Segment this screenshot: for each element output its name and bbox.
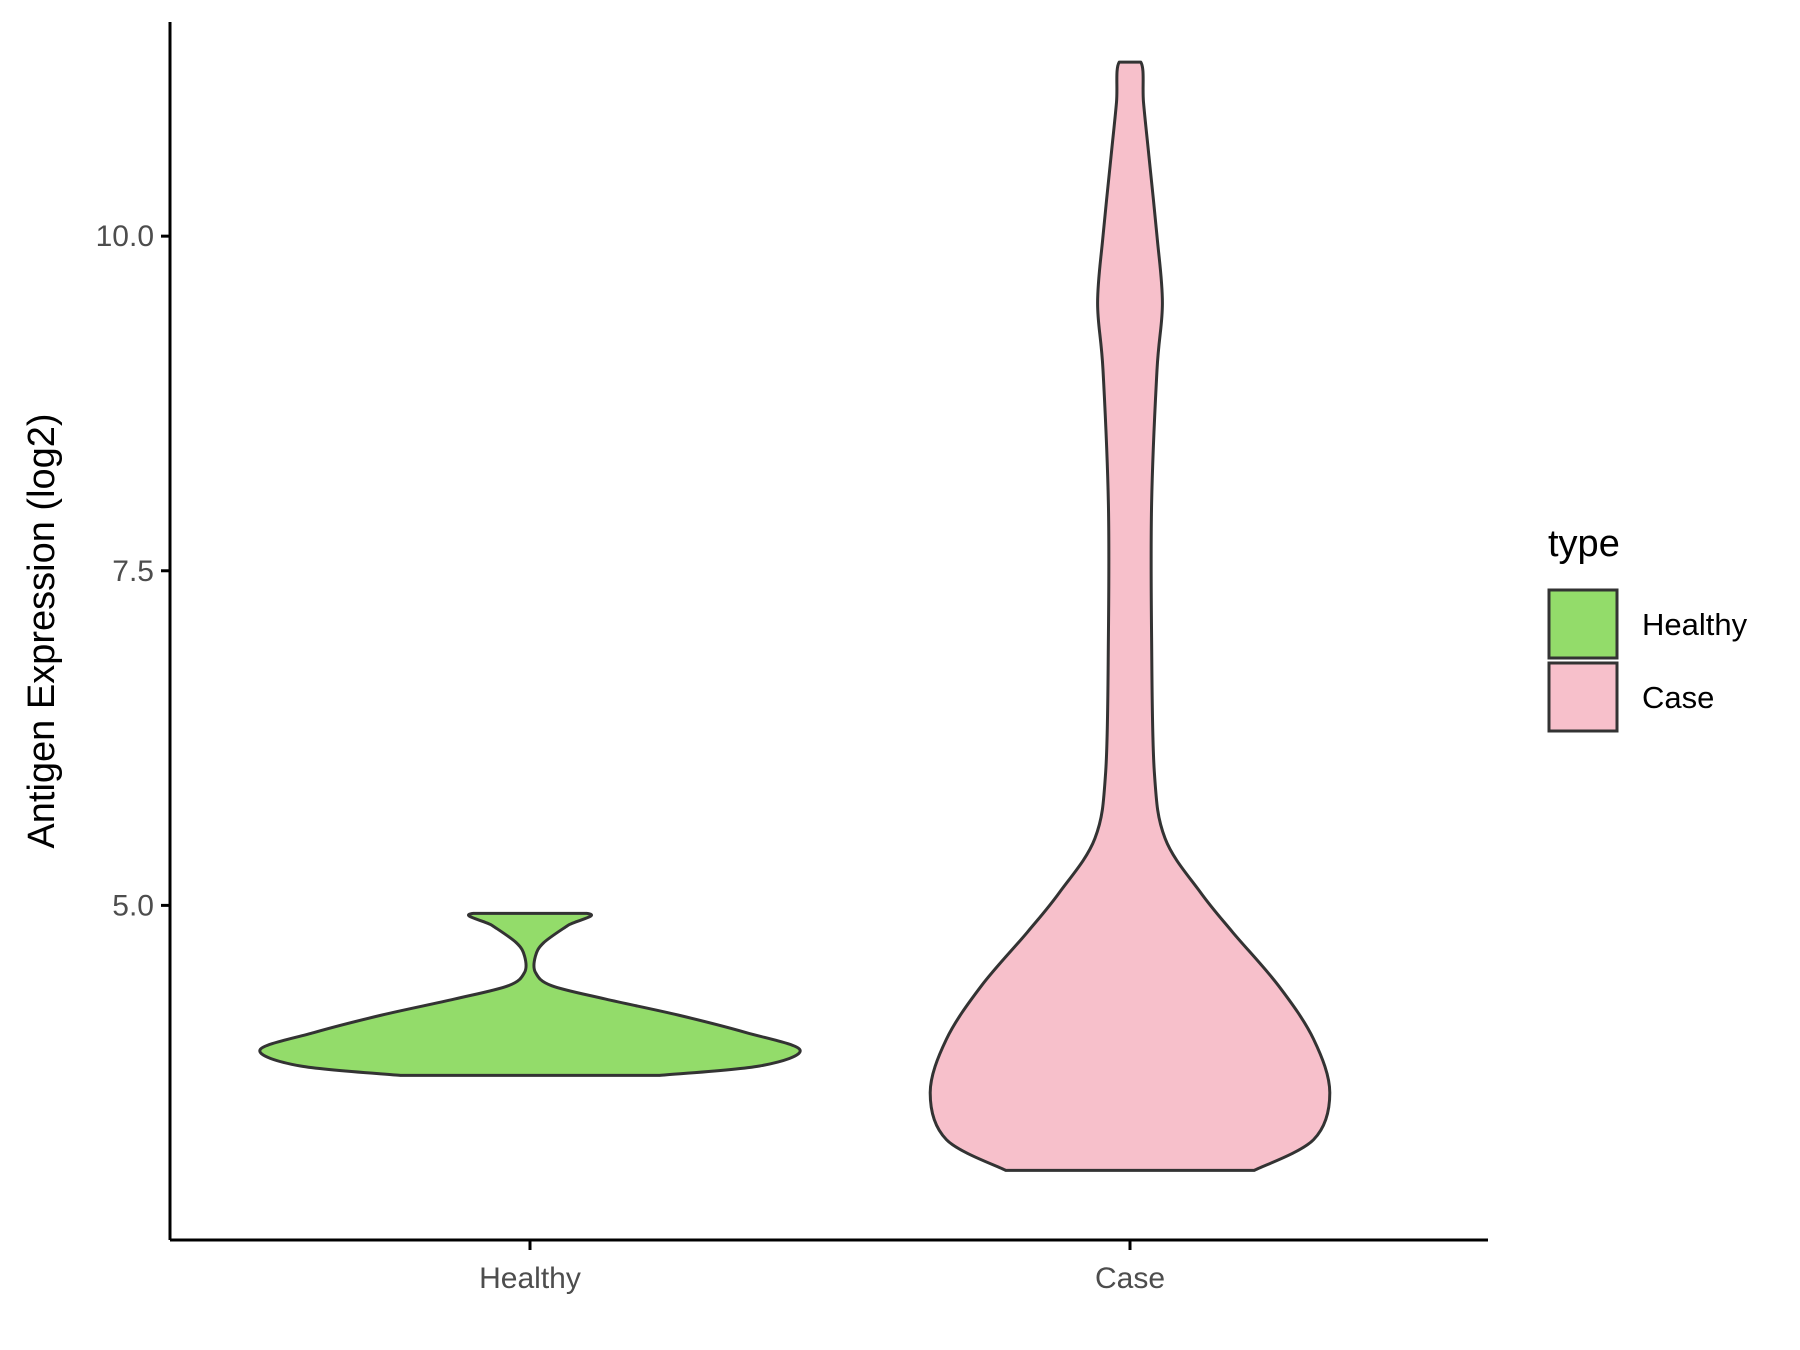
y-tick-label: 5.0 — [112, 889, 154, 922]
x-axis-ticks: Healthy Case — [479, 1240, 1165, 1295]
legend-label-case: Case — [1642, 680, 1714, 715]
x-tick-label: Case — [1095, 1262, 1165, 1295]
violin-healthy — [258, 911, 802, 1077]
legend-swatch-case — [1547, 661, 1619, 733]
legend-title: type — [1548, 523, 1620, 565]
x-tick-label: Healthy — [479, 1262, 581, 1295]
violin-layer — [258, 60, 1332, 1172]
legend: type Healthy Case — [1547, 523, 1748, 733]
y-axis-ticks: 5.0 7.5 10.0 — [96, 220, 170, 922]
y-axis-title: Antigen Expression (log2) — [21, 413, 63, 848]
y-tick-label: 7.5 — [112, 555, 154, 588]
y-tick-label: 10.0 — [96, 220, 154, 253]
legend-label-healthy: Healthy — [1642, 607, 1748, 642]
legend-swatch-healthy — [1547, 588, 1619, 660]
violin-case — [928, 60, 1332, 1172]
